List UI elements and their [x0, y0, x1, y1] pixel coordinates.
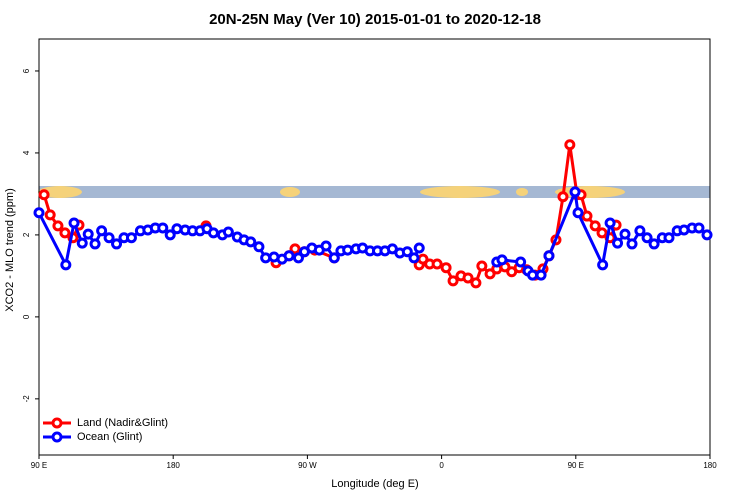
data-point	[462, 272, 474, 284]
y-tick-label: 0	[22, 314, 31, 319]
x-tick-label: 0	[439, 461, 444, 470]
data-point	[60, 259, 72, 271]
data-point	[125, 232, 137, 244]
data-point	[82, 228, 94, 240]
data-point	[171, 223, 183, 235]
data-point	[76, 237, 88, 249]
x-tick-label: 180	[703, 461, 717, 470]
data-point	[292, 252, 304, 264]
x-tick-label: 180	[167, 461, 181, 470]
data-point	[245, 236, 257, 248]
data-point	[648, 238, 660, 250]
data-point	[157, 222, 169, 234]
data-point	[222, 226, 234, 238]
data-point	[484, 268, 496, 280]
legend-label: Ocean (Glint)	[77, 431, 142, 443]
data-point	[59, 227, 71, 239]
data-point	[572, 207, 584, 219]
data-point	[476, 260, 488, 272]
x-tick-label: 90 W	[298, 461, 317, 470]
data-point	[289, 243, 301, 255]
data-point	[641, 232, 653, 244]
data-point	[96, 225, 108, 237]
data-point	[634, 225, 646, 237]
data-point	[581, 210, 593, 222]
x-tick-label: 90 E	[31, 461, 47, 470]
data-point	[619, 228, 631, 240]
y-tick-label: 6	[22, 68, 31, 73]
x-tick-label: 90 E	[568, 461, 584, 470]
data-point	[604, 217, 616, 229]
data-point	[535, 269, 547, 281]
y-tick-label: 2	[22, 232, 31, 237]
plot-frame	[38, 38, 711, 456]
data-point	[431, 258, 443, 270]
data-point	[283, 250, 295, 262]
data-point	[440, 262, 452, 274]
data-point	[413, 242, 425, 254]
data-point	[557, 191, 569, 203]
data-point	[663, 232, 675, 244]
series-line	[42, 144, 618, 286]
data-point	[401, 246, 413, 258]
data-point	[597, 259, 609, 271]
legend-label: Land (Nadir&Glint)	[77, 417, 168, 429]
data-point	[44, 209, 56, 221]
data-point	[701, 229, 713, 241]
data-point	[164, 229, 176, 241]
legend-marker	[51, 431, 63, 443]
data-point	[68, 217, 80, 229]
data-point	[260, 252, 272, 264]
data-point	[564, 139, 576, 151]
data-point	[569, 186, 581, 198]
data-point	[543, 250, 555, 262]
data-point	[38, 189, 50, 201]
data-point	[328, 252, 340, 264]
data-point	[527, 269, 539, 281]
data-point	[496, 254, 508, 266]
data-point	[589, 220, 601, 232]
x-axis-label: Longitude (deg E)	[331, 478, 418, 490]
data-point	[33, 207, 45, 219]
data-point	[470, 277, 482, 289]
data-point	[596, 227, 608, 239]
data-point	[693, 222, 705, 234]
chart-title: 20N-25N May (Ver 10) 2015-01-01 to 2020-…	[209, 11, 541, 28]
data-point	[111, 238, 123, 250]
data-point	[342, 244, 354, 256]
data-point	[612, 237, 624, 249]
data-point	[89, 238, 101, 250]
data-point	[253, 241, 265, 253]
data-point	[408, 252, 420, 264]
data-point	[320, 240, 332, 252]
data-point	[52, 220, 64, 232]
map-strip	[38, 186, 710, 198]
y-tick-label: 4	[22, 150, 31, 155]
y-axis-label: XCO2 - MLO trend (ppm)	[4, 188, 16, 311]
data-point	[207, 227, 219, 239]
data-point	[626, 238, 638, 250]
y-tick-label: -2	[22, 395, 31, 403]
data-point	[103, 232, 115, 244]
legend-marker	[51, 417, 63, 429]
data-point	[447, 275, 459, 287]
data-point	[515, 256, 527, 268]
